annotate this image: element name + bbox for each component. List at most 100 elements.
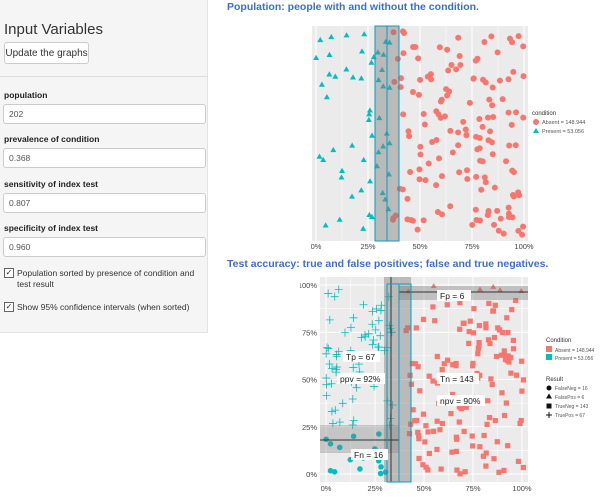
truepos-point: [328, 419, 337, 428]
absent-point: [477, 157, 484, 164]
absent-point: [415, 91, 422, 98]
truepos-point: [328, 364, 337, 373]
absent-point: [509, 167, 516, 174]
trueneg-point: [509, 307, 515, 313]
trueneg-point: [432, 318, 438, 324]
absent-point: [390, 29, 397, 36]
fp-label-box: [437, 290, 471, 301]
trueneg-point: [470, 363, 476, 369]
present-point: [332, 73, 339, 79]
falseneg-point: [377, 470, 384, 477]
trueneg-point: [426, 450, 432, 457]
absent-point: [429, 139, 436, 146]
absent-point: [519, 231, 526, 238]
absent-point: [488, 33, 495, 40]
trueneg-point: [434, 418, 440, 424]
tn-label-box: [437, 373, 479, 384]
truepos-point: [324, 289, 333, 298]
trueneg-point: [444, 357, 451, 363]
trueneg-point: [488, 376, 494, 382]
prevalence-input[interactable]: [3, 148, 206, 168]
test-accuracy-chart: 100% 75% 50% 25% 0% 0% 25% 50% 75% 100% Fp = 6 T…: [300, 277, 595, 493]
truepos-point: [369, 336, 378, 345]
result-falsepos-key: [546, 393, 552, 399]
trueneg-point: [471, 306, 477, 312]
truepos-point: [340, 328, 349, 337]
chart2-absent-box: [398, 283, 412, 483]
absent-point: [391, 78, 398, 85]
trueneg-point: [461, 428, 467, 435]
population-input[interactable]: [3, 104, 206, 124]
truepos-point: [372, 304, 381, 313]
present-point: [368, 213, 375, 220]
absent-point: [487, 128, 494, 135]
absent-point: [489, 151, 496, 158]
sort-population-checkbox[interactable]: ✓: [4, 268, 14, 278]
trueneg-point: [430, 304, 436, 310]
truepos-point: [368, 340, 377, 349]
absent-point: [520, 73, 527, 80]
trueneg-point: [504, 357, 511, 364]
absent-point: [448, 62, 455, 69]
specificity-input[interactable]: [3, 237, 206, 257]
absent-point: [491, 184, 498, 191]
sensitivity-input[interactable]: [3, 193, 206, 213]
chart2-legend-absent-label: Absent = 148.944: [555, 348, 595, 354]
trueneg-point: [415, 429, 421, 435]
absent-point: [444, 46, 451, 53]
absent-point: [407, 169, 414, 176]
absent-point: [449, 149, 456, 156]
trueneg-point: [486, 300, 492, 307]
trueneg-point: [466, 340, 472, 347]
present-point: [366, 111, 373, 117]
absent-point: [515, 227, 522, 234]
trueneg-point: [439, 420, 445, 427]
falseneg-point: [357, 466, 363, 472]
truepos-point: [348, 395, 357, 404]
absent-point: [481, 39, 488, 46]
trueneg-point: [483, 463, 489, 469]
trueneg-point: [504, 315, 510, 321]
trueneg-point: [457, 326, 463, 332]
prevalence-label: prevalence of condition: [4, 134, 100, 144]
chart2-x-tick-label: 100%: [512, 484, 532, 493]
chart1-x-tick-label: 0%: [311, 242, 322, 250]
absent-point: [466, 99, 473, 106]
trueneg-point: [501, 467, 507, 474]
absent-point: [497, 215, 504, 222]
absent-point: [417, 151, 424, 158]
update-graphs-button[interactable]: Update the graphs: [4, 42, 89, 64]
falseneg-point: [323, 436, 329, 443]
chart1-x-tick-label: 25%: [360, 242, 375, 250]
trueneg-point: [439, 367, 445, 373]
result-falseneg-key: [546, 385, 552, 391]
present-point: [343, 66, 350, 72]
fn-label-box: [351, 449, 388, 460]
truepos-point: [371, 325, 380, 334]
absent-point: [495, 227, 502, 234]
present-point: [360, 156, 367, 163]
trueneg-point: [457, 300, 463, 306]
trueneg-point: [448, 411, 454, 417]
population-chart: 0% 25% 50% 75% 100% condition Absent = 148.9…: [311, 25, 585, 250]
absent-point: [486, 96, 493, 103]
present-point: [338, 174, 345, 180]
absent-point: [506, 142, 513, 149]
trueneg-point: [462, 469, 468, 475]
absent-point: [422, 177, 429, 184]
absent-point: [456, 169, 463, 176]
absent-point: [505, 109, 512, 116]
present-point: [386, 84, 393, 90]
confidence-intervals-checkbox[interactable]: ✓: [4, 302, 14, 312]
trueneg-point: [494, 439, 500, 445]
absent-point: [469, 221, 476, 228]
truepos-point: [332, 352, 341, 361]
trueneg-point: [453, 363, 459, 369]
chart2-title: Test accuracy: true and false positives;…: [227, 258, 549, 270]
trueneg-point: [441, 361, 447, 367]
tp-label-box: [343, 351, 380, 362]
present-point: [374, 49, 381, 55]
absent-point: [489, 102, 496, 109]
trueneg-point: [453, 448, 460, 455]
trueneg-point: [410, 407, 416, 413]
